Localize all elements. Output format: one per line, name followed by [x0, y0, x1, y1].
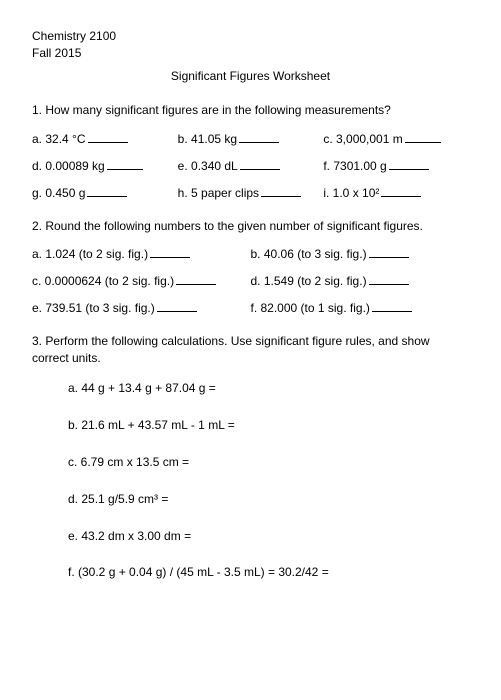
q2-item-d: d. 1.549 (to 2 sig. fig.)	[251, 273, 470, 290]
answer-blank[interactable]	[87, 196, 127, 197]
answer-blank[interactable]	[88, 142, 128, 143]
q3-stem: 3. Perform the following calculations. U…	[32, 333, 469, 367]
q1-row-1: a. 32.4 °C b. 41.05 kg c. 3,000,001 m	[32, 131, 469, 148]
answer-blank[interactable]	[261, 196, 301, 197]
q2-row-3: e. 739.51 (to 3 sig. fig.) f. 82.000 (to…	[32, 300, 469, 317]
worksheet-title: Significant Figures Worksheet	[32, 68, 469, 85]
course-line: Chemistry 2100	[32, 28, 469, 45]
q3-item-d: d. 25.1 g/5.9 cm³ =	[68, 491, 469, 508]
q3-items-list: a. 44 g + 13.4 g + 87.04 g = b. 21.6 mL …	[32, 380, 469, 581]
q1-item-h: h. 5 paper clips	[178, 185, 324, 202]
term-line: Fall 2015	[32, 45, 469, 62]
q1-row-3: g. 0.450 g h. 5 paper clips i. 1.0 x 10²	[32, 185, 469, 202]
q1-item-c: c. 3,000,001 m	[323, 131, 469, 148]
q1-item-a: a. 32.4 °C	[32, 131, 178, 148]
answer-blank[interactable]	[239, 142, 279, 143]
q1-row-2: d. 0.00089 kg e. 0.340 dL f. 7301.00 g	[32, 158, 469, 175]
question-2: 2. Round the following numbers to the gi…	[32, 218, 469, 317]
q1-item-g: g. 0.450 g	[32, 185, 178, 202]
q2-item-b: b. 40.06 (to 3 sig. fig.)	[251, 246, 470, 263]
answer-blank[interactable]	[389, 169, 429, 170]
answer-blank[interactable]	[369, 257, 409, 258]
q2-item-e: e. 739.51 (to 3 sig. fig.)	[32, 300, 251, 317]
document-header: Chemistry 2100 Fall 2015 Significant Fig…	[32, 28, 469, 84]
q1-item-i: i. 1.0 x 10²	[323, 185, 469, 202]
q1-stem: 1. How many significant figures are in t…	[32, 102, 469, 119]
q1-item-f: f. 7301.00 g	[323, 158, 469, 175]
q3-item-e: e. 43.2 dm x 3.00 dm =	[68, 528, 469, 545]
question-1: 1. How many significant figures are in t…	[32, 102, 469, 201]
q2-item-f: f. 82.000 (to 1 sig. fig.)	[251, 300, 470, 317]
question-3: 3. Perform the following calculations. U…	[32, 333, 469, 581]
answer-blank[interactable]	[176, 284, 216, 285]
q2-stem: 2. Round the following numbers to the gi…	[32, 218, 469, 235]
answer-blank[interactable]	[405, 142, 441, 143]
q1-item-e: e. 0.340 dL	[178, 158, 324, 175]
answer-blank[interactable]	[240, 169, 280, 170]
q2-row-2: c. 0.0000624 (to 2 sig. fig.) d. 1.549 (…	[32, 273, 469, 290]
q1-item-b: b. 41.05 kg	[178, 131, 324, 148]
q3-item-c: c. 6.79 cm x 13.5 cm =	[68, 454, 469, 471]
q1-item-d: d. 0.00089 kg	[32, 158, 178, 175]
q3-item-a: a. 44 g + 13.4 g + 87.04 g =	[68, 380, 469, 397]
answer-blank[interactable]	[107, 169, 143, 170]
q3-item-b: b. 21.6 mL + 43.57 mL - 1 mL =	[68, 417, 469, 434]
q2-row-1: a. 1.024 (to 2 sig. fig.) b. 40.06 (to 3…	[32, 246, 469, 263]
answer-blank[interactable]	[369, 284, 409, 285]
q3-item-f: f. (30.2 g + 0.04 g) / (45 mL - 3.5 mL) …	[68, 564, 469, 581]
answer-blank[interactable]	[157, 311, 197, 312]
answer-blank[interactable]	[372, 311, 412, 312]
q2-item-a: a. 1.024 (to 2 sig. fig.)	[32, 246, 251, 263]
answer-blank[interactable]	[150, 257, 190, 258]
q2-item-c: c. 0.0000624 (to 2 sig. fig.)	[32, 273, 251, 290]
answer-blank[interactable]	[381, 196, 421, 197]
